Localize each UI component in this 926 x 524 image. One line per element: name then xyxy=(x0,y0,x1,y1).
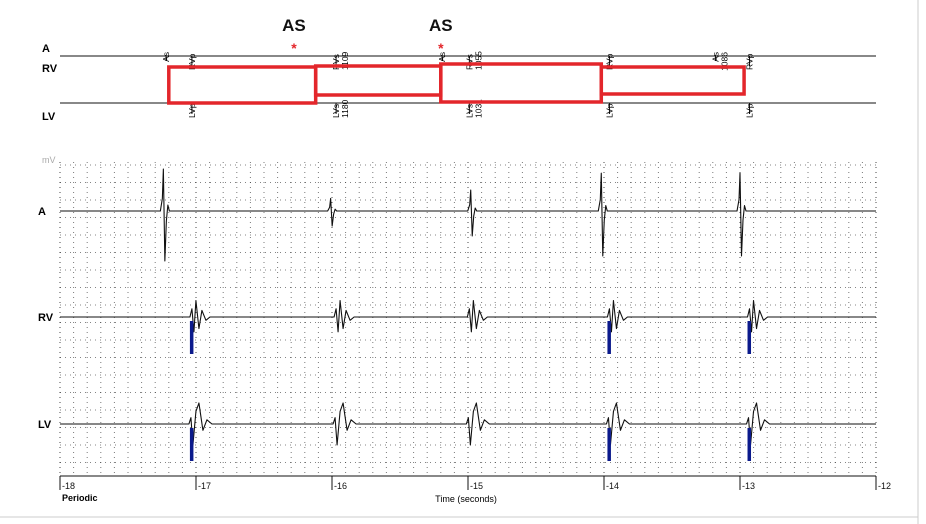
x-axis-title: Time (seconds) xyxy=(435,494,497,504)
annotation-channel-label-rv: RV xyxy=(42,63,58,75)
marker-label-lv: LVp xyxy=(604,103,614,118)
as-label: AS xyxy=(429,16,453,35)
marker-label-a: As xyxy=(161,52,171,62)
marker-label-a: As xyxy=(437,52,447,62)
trace-label-lv: LV xyxy=(38,419,52,431)
footer-label: Periodic xyxy=(62,493,98,503)
x-tick-label: -17 xyxy=(198,481,211,491)
annotation-channel-label-lv: LV xyxy=(42,111,56,123)
x-tick-label: -14 xyxy=(606,481,619,491)
x-tick-label: -12 xyxy=(878,481,891,491)
marker-label-lv: LVs xyxy=(331,104,341,118)
trace-lv xyxy=(60,402,876,446)
trace-rv xyxy=(60,299,876,333)
pace-marker-rv xyxy=(747,321,752,354)
marker-label-rv: RVs xyxy=(331,54,341,70)
pace-marker-rv xyxy=(189,321,194,354)
marker-value-lv: 1180 xyxy=(340,99,350,118)
marker-value-lv: 1031 xyxy=(473,99,483,118)
marker-label-rv: RVs xyxy=(464,54,474,70)
egm-traces xyxy=(60,168,876,461)
x-tick-label: -18 xyxy=(62,481,75,491)
marker-label-lv: LVp xyxy=(745,103,755,118)
marker-value-rv: 1109 xyxy=(340,51,350,70)
as-label: AS xyxy=(282,16,306,35)
trace-label-rv: RV xyxy=(38,312,54,324)
marker-label-lv: LVp xyxy=(187,103,197,118)
marker-value-a: 1086 xyxy=(720,52,730,71)
pace-marker-lv xyxy=(607,428,611,461)
marker-label-rv: RVp xyxy=(604,53,614,70)
marker-label-rv: RVp xyxy=(187,53,197,70)
x-tick-label: -15 xyxy=(470,481,483,491)
x-tick-label: -13 xyxy=(742,481,755,491)
marker-value-rv: 1055 xyxy=(473,51,483,70)
marker-label-a: As xyxy=(711,52,721,62)
as-star: * xyxy=(291,40,297,56)
x-axis-ticks: -18 -17 -16 -15 -14 -13 -12 xyxy=(59,476,891,491)
trace-label-a: A xyxy=(38,206,46,218)
annotation-channel-label-a: A xyxy=(42,43,50,55)
pace-marker-rv xyxy=(607,321,611,354)
marker-label-rv: RVp xyxy=(745,53,755,70)
pace-marker-lv xyxy=(747,428,752,461)
trace-a xyxy=(60,168,876,262)
x-tick-label: -16 xyxy=(334,481,347,491)
as-star: * xyxy=(438,40,444,56)
pace-marker-lv xyxy=(189,428,194,461)
unit-label: mV xyxy=(42,155,56,165)
highlight-box xyxy=(599,65,746,96)
marker-label-lv: LVs xyxy=(464,104,474,118)
grid xyxy=(59,162,877,476)
as-annotations: AS * AS * xyxy=(282,16,453,56)
highlight-boxes xyxy=(167,62,746,105)
